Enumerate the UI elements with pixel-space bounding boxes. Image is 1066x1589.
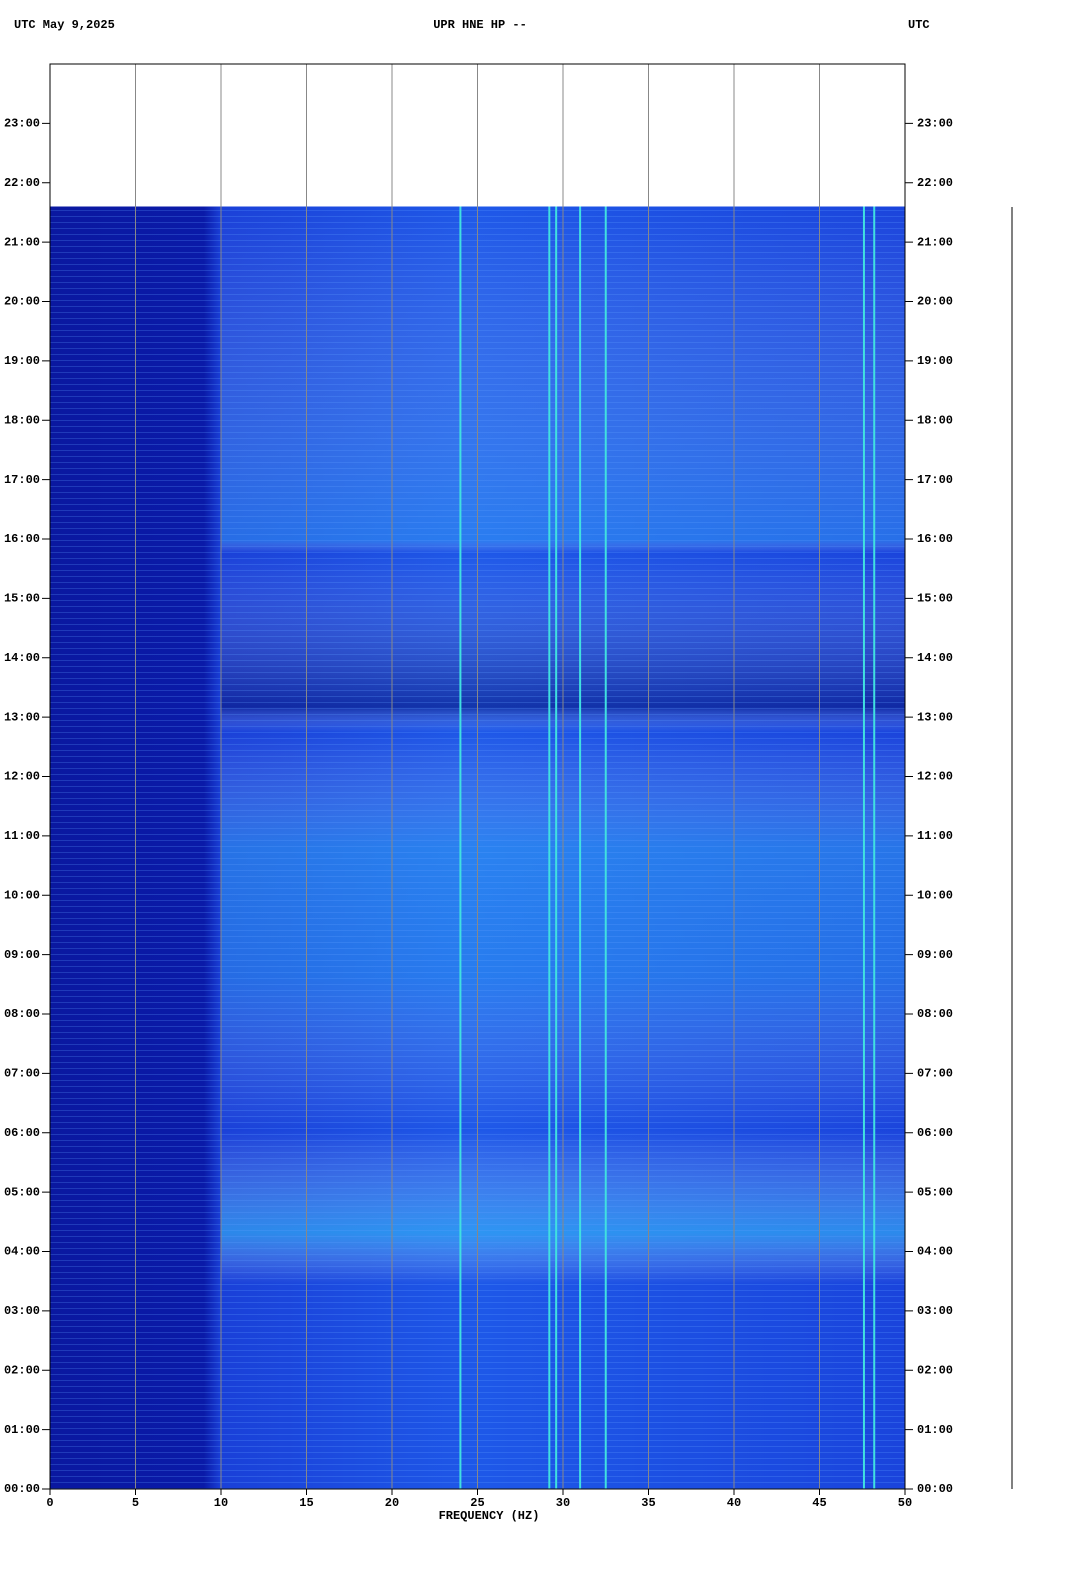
y-tick-label: 13:00 — [4, 710, 40, 724]
y-tick-label: 11:00 — [4, 829, 40, 843]
y-tick-label-right: 09:00 — [917, 948, 953, 962]
y-tick-label: 09:00 — [4, 948, 40, 962]
y-tick-label-right: 23:00 — [917, 117, 953, 131]
y-tick-label: 00:00 — [4, 1482, 40, 1496]
y-tick-label-right: 11:00 — [917, 829, 953, 843]
y-tick-label-right: 19:00 — [917, 354, 953, 368]
y-tick-label-right: 01:00 — [917, 1423, 953, 1437]
y-tick-label-right: 02:00 — [917, 1363, 953, 1377]
y-tick-label-right: 13:00 — [917, 710, 953, 724]
y-tick-label: 08:00 — [4, 1007, 40, 1021]
y-tick-label: 10:00 — [4, 888, 40, 902]
y-tick-label-right: 07:00 — [917, 1067, 953, 1081]
y-tick-label: 18:00 — [4, 413, 40, 427]
y-tick-label-right: 03:00 — [917, 1304, 953, 1318]
right-label: UTC — [908, 18, 930, 32]
y-tick-label: 12:00 — [4, 770, 40, 784]
y-tick-label: 03:00 — [4, 1304, 40, 1318]
x-tick-label: 35 — [641, 1496, 655, 1510]
y-tick-label: 20:00 — [4, 295, 40, 309]
y-tick-label-right: 04:00 — [917, 1245, 953, 1259]
x-tick-label: 25 — [470, 1496, 484, 1510]
y-tick-label: 23:00 — [4, 117, 40, 131]
y-tick-label-right: 15:00 — [917, 592, 953, 606]
x-axis-label: FREQUENCY (HZ) — [439, 1509, 540, 1523]
y-tick-label-right: 16:00 — [917, 532, 953, 546]
y-tick-label-right: 08:00 — [917, 1007, 953, 1021]
y-tick-label: 19:00 — [4, 354, 40, 368]
y-tick-label: 01:00 — [4, 1423, 40, 1437]
date-label: UTC May 9,2025 — [14, 18, 115, 32]
x-tick-label: 15 — [299, 1496, 313, 1510]
x-tick-label: 50 — [898, 1496, 912, 1510]
chart-title: UPR HNE HP -- — [433, 18, 527, 32]
y-tick-label-right: 14:00 — [917, 651, 953, 665]
y-tick-label: 04:00 — [4, 1245, 40, 1259]
y-tick-label: 07:00 — [4, 1067, 40, 1081]
x-tick-label: 30 — [556, 1496, 570, 1510]
y-tick-label: 21:00 — [4, 235, 40, 249]
y-tick-label-right: 12:00 — [917, 770, 953, 784]
y-tick-label: 22:00 — [4, 176, 40, 190]
y-tick-label-right: 18:00 — [917, 413, 953, 427]
y-tick-label-right: 10:00 — [917, 888, 953, 902]
x-tick-label: 10 — [214, 1496, 228, 1510]
y-tick-label: 14:00 — [4, 651, 40, 665]
y-tick-label: 05:00 — [4, 1185, 40, 1199]
y-tick-label-right: 00:00 — [917, 1482, 953, 1496]
x-tick-label: 5 — [132, 1496, 139, 1510]
y-tick-label: 17:00 — [4, 473, 40, 487]
y-tick-label-right: 21:00 — [917, 235, 953, 249]
y-tick-label: 02:00 — [4, 1363, 40, 1377]
y-tick-label-right: 05:00 — [917, 1185, 953, 1199]
y-tick-label: 06:00 — [4, 1126, 40, 1140]
x-tick-label: 45 — [812, 1496, 826, 1510]
x-tick-label: 40 — [727, 1496, 741, 1510]
y-tick-label-right: 22:00 — [917, 176, 953, 190]
y-tick-label: 16:00 — [4, 532, 40, 546]
y-tick-label-right: 06:00 — [917, 1126, 953, 1140]
y-tick-label-right: 17:00 — [917, 473, 953, 487]
y-tick-label: 15:00 — [4, 592, 40, 606]
x-tick-label: 0 — [46, 1496, 53, 1510]
x-tick-label: 20 — [385, 1496, 399, 1510]
y-tick-label-right: 20:00 — [917, 295, 953, 309]
